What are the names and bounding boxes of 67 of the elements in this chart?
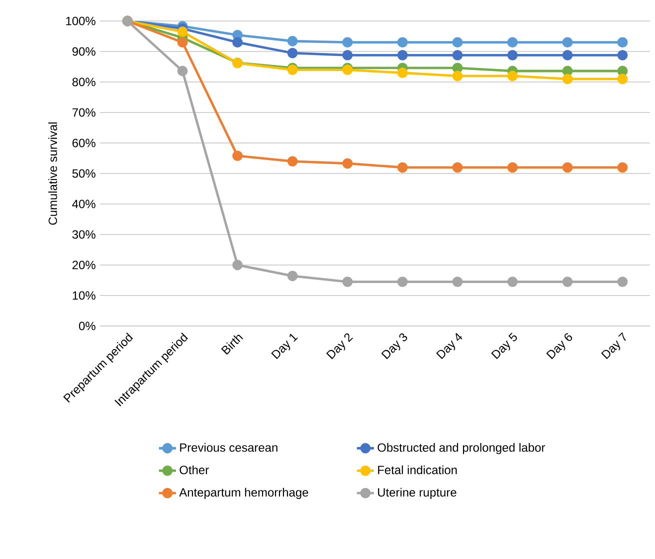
point [232, 150, 243, 161]
x-tick-label: Day 4 [436, 332, 462, 360]
point [452, 70, 463, 82]
y-tick-label: 100% [66, 16, 96, 26]
point [562, 37, 573, 48]
point [562, 74, 573, 84]
legend-label: Antepartum hemorrhage [179, 488, 308, 499]
point [617, 162, 628, 173]
y-tick-label: 10% [72, 291, 96, 300]
point [617, 37, 628, 48]
point [287, 156, 298, 166]
point [397, 50, 408, 60]
point [232, 260, 243, 270]
point [452, 37, 463, 48]
point [397, 162, 408, 173]
x-tick-label: Day 7 [601, 332, 626, 360]
y-tick-label: 50% [72, 169, 96, 178]
legend-label: Obstructed and prolonged labor [378, 443, 546, 454]
point [562, 276, 573, 287]
x-tick-label: Day 5 [491, 332, 517, 360]
point [287, 48, 298, 58]
point [342, 158, 353, 169]
legend-label: Previous cesarean [180, 443, 278, 452]
point [617, 276, 628, 287]
point [287, 270, 298, 282]
point [342, 50, 353, 60]
point [452, 62, 463, 74]
legend-label: Uterine rupture [378, 488, 456, 499]
point [562, 50, 573, 60]
point [507, 70, 518, 82]
point [507, 50, 518, 60]
y-tick-label: 90% [72, 47, 96, 56]
point [617, 50, 628, 60]
point [617, 66, 628, 76]
point [177, 37, 188, 48]
y-tick-label: 70% [72, 108, 96, 117]
point [342, 276, 353, 287]
x-tick-label: Day 6 [546, 333, 572, 360]
y-tick-label: 0% [79, 322, 96, 330]
point [287, 36, 298, 46]
point [232, 37, 243, 48]
x-tick-label: Day 2 [326, 333, 353, 360]
point [452, 50, 463, 60]
legend-label: Fetal indication [378, 465, 457, 474]
legend-label: Other [180, 465, 209, 474]
x-tick-label: Day 1 [271, 334, 298, 360]
point [507, 162, 518, 173]
point [177, 26, 188, 37]
point [617, 74, 628, 84]
point [562, 66, 573, 76]
point [452, 162, 463, 173]
y-tick-label: 30% [72, 230, 96, 239]
point [397, 37, 408, 48]
x-tick-label: Day 3 [381, 333, 408, 360]
point [562, 162, 573, 173]
y-tick-label: 40% [72, 200, 96, 208]
y-tick-label: 20% [72, 260, 96, 270]
point [397, 68, 408, 78]
y-tick-label: 80% [72, 78, 96, 86]
point [507, 37, 518, 48]
point [342, 37, 353, 48]
y-axis-title: Cumulative survival [48, 122, 58, 225]
point [507, 276, 518, 287]
y-tick-label: 60% [72, 138, 96, 148]
point [397, 276, 408, 287]
point [177, 66, 188, 76]
point [452, 276, 463, 287]
